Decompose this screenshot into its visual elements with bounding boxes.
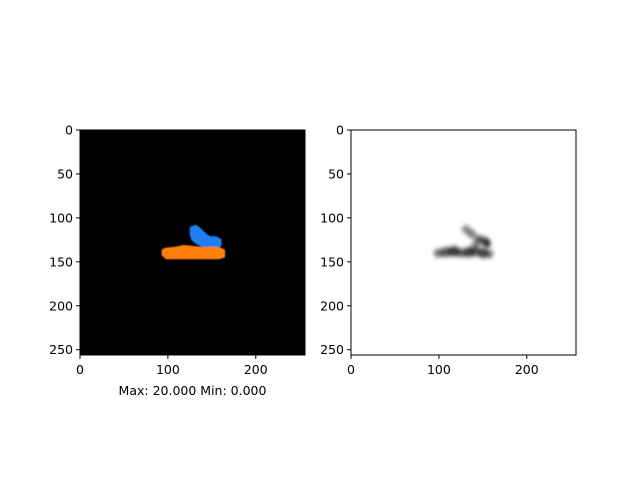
density-x-axis: 0 100 200 [347, 355, 539, 377]
density-blob [483, 238, 491, 248]
y-tick-label: 50 [328, 166, 344, 181]
mask-caption: Max: 20.000 Min: 0.000 [119, 383, 267, 398]
x-tick-label: 100 [156, 362, 180, 377]
x-tick-label: 200 [244, 362, 268, 377]
y-tick-label: 250 [320, 342, 344, 357]
mask-region [189, 224, 222, 249]
y-tick-label: 150 [49, 254, 73, 269]
x-tick-label: 100 [427, 362, 451, 377]
density-y-axis: 0 50 100 150 200 250 [320, 123, 351, 357]
mask-regions [161, 224, 226, 260]
density-blob [469, 246, 481, 257]
y-tick-label: 100 [320, 210, 344, 225]
x-tick-label: 0 [76, 362, 84, 377]
x-tick-label: 0 [347, 362, 355, 377]
y-tick-label: 150 [320, 254, 344, 269]
mask-y-axis: 0 50 100 150 200 250 [49, 123, 80, 357]
density-axes-frame [350, 129, 577, 356]
density-blob [467, 229, 476, 239]
mask-panel: 0 100 200 0 50 100 150 200 250 Max: 20.000 Min:… [49, 123, 306, 398]
density-blob [484, 249, 494, 259]
y-tick-label: 200 [49, 298, 73, 313]
density-blobs [433, 224, 494, 259]
density-background [351, 130, 576, 355]
mask-background [80, 130, 305, 355]
x-tick-label: 200 [515, 362, 539, 377]
y-tick-label: 100 [49, 210, 73, 225]
y-tick-label: 200 [320, 298, 344, 313]
y-tick-label: 0 [65, 123, 73, 138]
y-tick-label: 50 [57, 166, 73, 181]
y-tick-label: 250 [49, 342, 73, 357]
mask-x-axis: 0 100 200 [76, 355, 268, 377]
density-panel: 0 100 200 0 50 100 150 200 250 [320, 123, 577, 377]
mask-axes-frame [79, 129, 306, 356]
mask-region [161, 245, 226, 260]
y-tick-label: 0 [336, 123, 344, 138]
density-blob [471, 240, 481, 248]
